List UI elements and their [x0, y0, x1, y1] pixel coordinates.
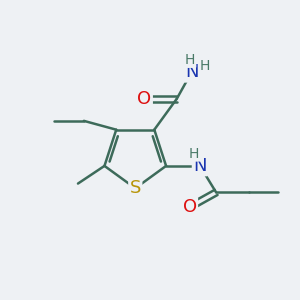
Text: O: O: [183, 198, 197, 216]
Text: O: O: [137, 90, 152, 108]
Text: N: N: [193, 157, 207, 175]
Text: H: H: [185, 53, 195, 67]
Text: S: S: [130, 179, 141, 197]
Text: H: H: [200, 59, 210, 73]
Text: H: H: [189, 146, 199, 161]
Text: N: N: [185, 63, 198, 81]
